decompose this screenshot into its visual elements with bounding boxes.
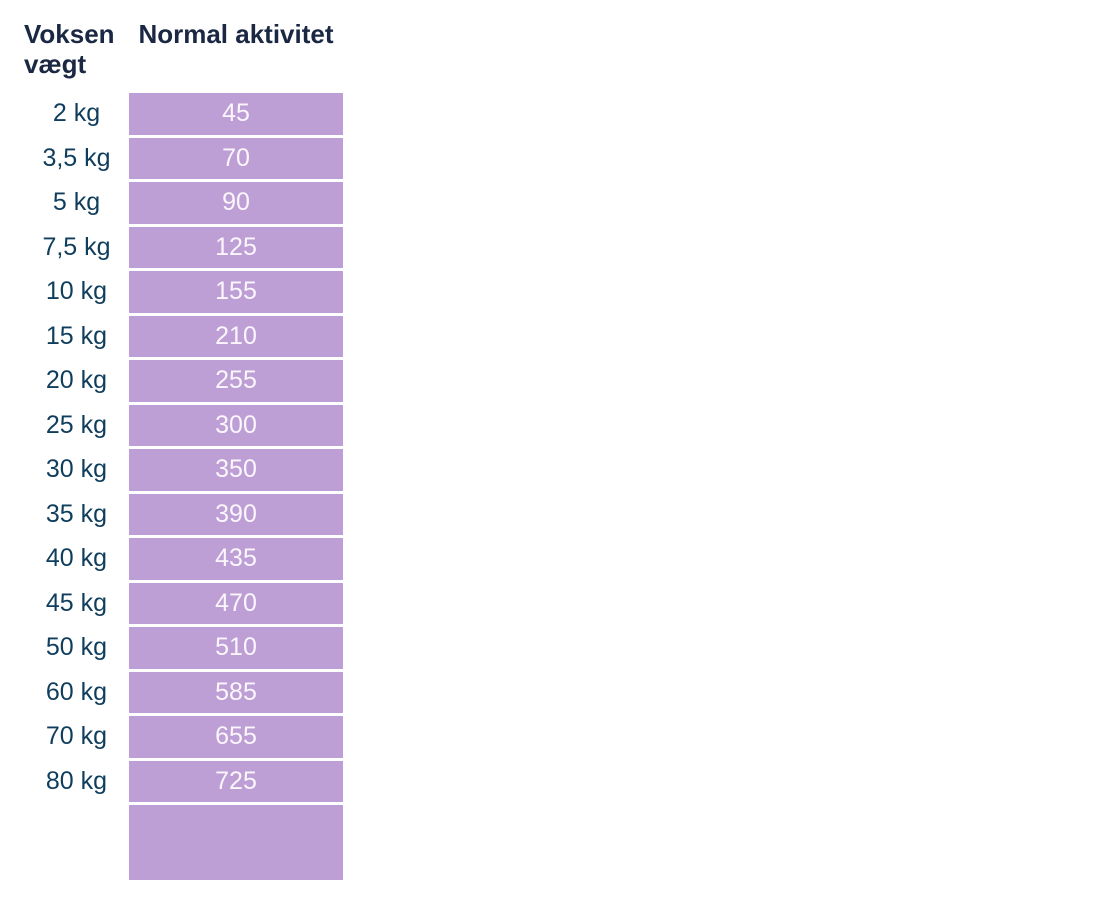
weight-column-header: Voksen vægt	[24, 19, 115, 79]
weight-label: 40 kg	[45, 544, 108, 573]
weight-label: 70 kg	[45, 722, 108, 751]
table-row: 2 kg 45	[24, 93, 343, 135]
weight-label: 2 kg	[52, 99, 101, 128]
table-row: 7,5 kg 125	[24, 226, 343, 268]
value-cell: 70	[129, 137, 343, 179]
empty-footer-cell	[129, 805, 343, 880]
table-row: 20 kg 255	[24, 360, 343, 402]
value-cell: 210	[129, 315, 343, 357]
value-cell: 585	[129, 671, 343, 713]
weight-label: 7,5 kg	[42, 232, 111, 261]
table-row: 5 kg 90	[24, 182, 343, 224]
weight-label: 5 kg	[52, 188, 101, 217]
weight-label: 25 kg	[45, 410, 108, 439]
value-cell: 350	[129, 449, 343, 491]
table-row: 3,5 kg 70	[24, 137, 343, 179]
weight-label: 15 kg	[45, 321, 108, 350]
value-cell: 255	[129, 360, 343, 402]
value-cell: 300	[129, 404, 343, 446]
value-cell: 125	[129, 226, 343, 268]
weight-label: 45 kg	[45, 588, 108, 617]
value-cell: 435	[129, 538, 343, 580]
weight-label: 10 kg	[45, 277, 108, 306]
table-rows: 2 kg 45 3,5 kg 70 5 kg 90 7,5 kg 125 10 kg 155 15 …	[24, 93, 343, 805]
value-cell: 45	[129, 93, 343, 135]
table-row: 35 kg 390	[24, 493, 343, 535]
table-row: 50 kg 510	[24, 627, 343, 669]
table-row: 10 kg 155	[24, 271, 343, 313]
weight-label: 50 kg	[45, 633, 108, 662]
table-row: 60 kg 585	[24, 671, 343, 713]
table-row: 80 kg 725	[24, 760, 343, 802]
value-cell: 470	[129, 582, 343, 624]
value-cell: 655	[129, 716, 343, 758]
value-cell: 90	[129, 182, 343, 224]
weight-label: 30 kg	[45, 455, 108, 484]
table-row: 45 kg 470	[24, 582, 343, 624]
value-cell: 510	[129, 627, 343, 669]
weight-label: 80 kg	[45, 766, 108, 795]
weight-label: 3,5 kg	[42, 143, 111, 172]
table-row: 30 kg 350	[24, 449, 343, 491]
activity-column-header: Normal aktivitet	[138, 19, 334, 49]
table-row: 40 kg 435	[24, 538, 343, 580]
table-row: 25 kg 300	[24, 404, 343, 446]
value-cell: 725	[129, 760, 343, 802]
value-cell: 390	[129, 493, 343, 535]
weight-label: 60 kg	[45, 677, 108, 706]
table-row: 70 kg 655	[24, 716, 343, 758]
weight-label: 35 kg	[45, 499, 108, 528]
weight-label: 20 kg	[45, 366, 108, 395]
value-cell: 155	[129, 271, 343, 313]
table-row: 15 kg 210	[24, 315, 343, 357]
